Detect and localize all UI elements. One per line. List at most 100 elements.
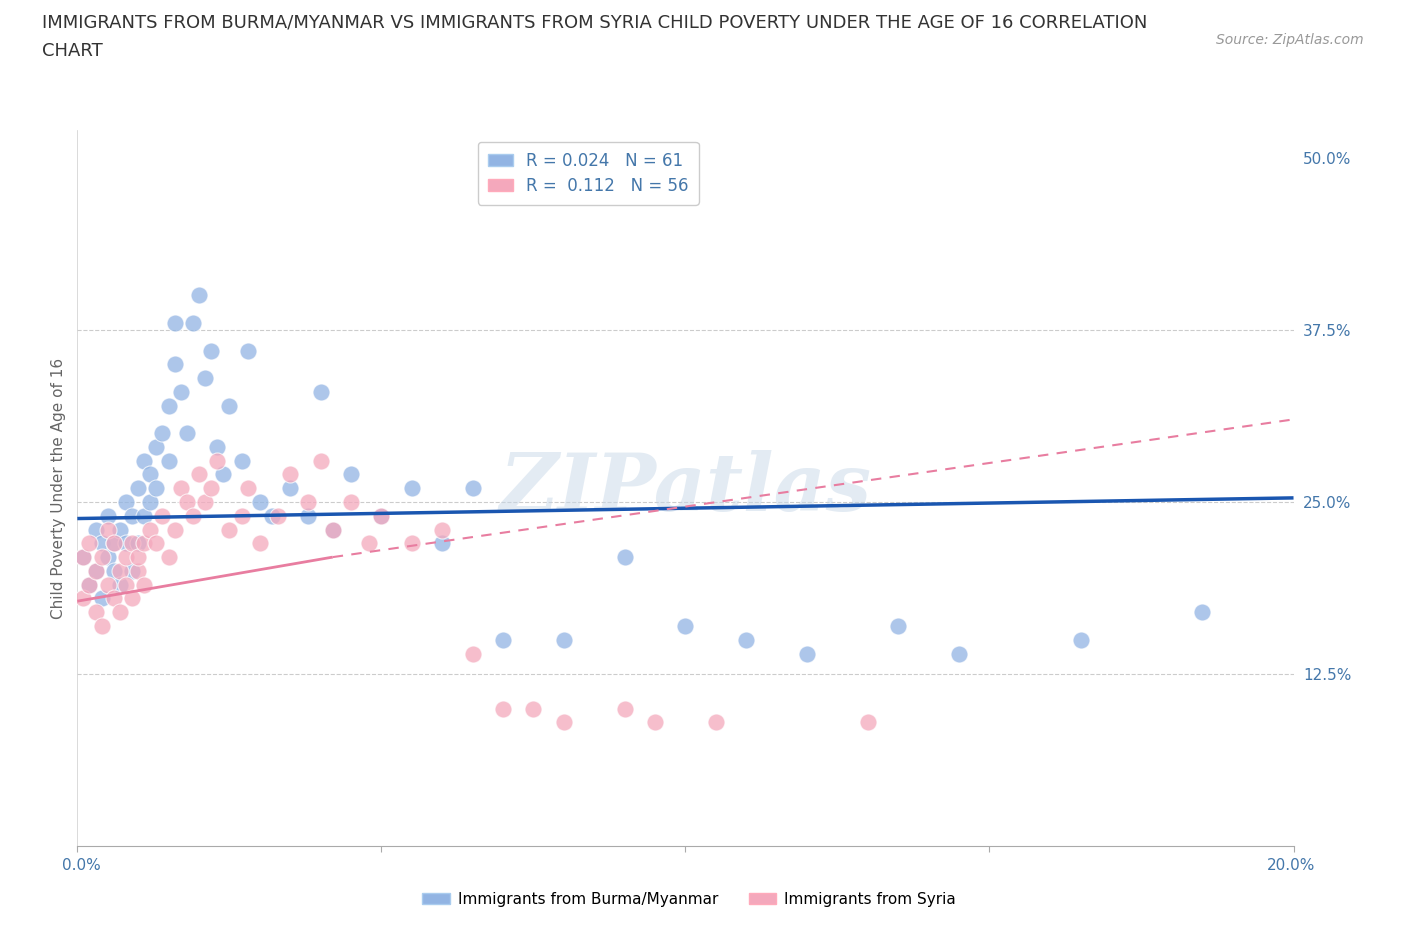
Point (163, 315, 186, 330)
Point (644, 715, 666, 730)
Point (127, 536, 149, 551)
Point (90, 591, 112, 605)
Point (108, 578, 131, 592)
Point (370, 509, 392, 524)
Point (84, 564, 107, 578)
Point (127, 550, 149, 565)
Point (152, 426, 174, 441)
Point (145, 481, 167, 496)
Point (613, 701, 636, 716)
Point (90, 536, 112, 551)
Point (401, 481, 423, 496)
Point (90, 550, 112, 565)
Point (249, 536, 271, 551)
Point (134, 578, 156, 592)
Point (97, 509, 120, 524)
Point (236, 481, 259, 496)
Point (194, 495, 217, 510)
Point (1070, 632, 1092, 647)
Point (322, 522, 344, 537)
Point (297, 495, 319, 510)
Point (236, 343, 259, 358)
Point (613, 550, 636, 565)
Point (856, 715, 879, 730)
Point (278, 481, 301, 496)
Point (212, 467, 235, 482)
Point (322, 522, 344, 537)
Point (492, 632, 515, 647)
Point (461, 481, 484, 496)
Point (121, 564, 143, 578)
Text: ZIPatlas: ZIPatlas (499, 449, 872, 527)
Point (134, 509, 156, 524)
Point (115, 578, 138, 592)
Point (157, 550, 180, 565)
Point (97, 578, 120, 592)
Point (157, 453, 180, 468)
Text: CHART: CHART (42, 42, 103, 60)
Point (115, 495, 138, 510)
Point (108, 604, 131, 619)
Point (205, 453, 228, 468)
Point (103, 564, 125, 578)
Point (103, 536, 125, 551)
Point (675, 618, 697, 633)
Point (218, 398, 240, 413)
Point (461, 646, 484, 661)
Point (72, 550, 94, 565)
Point (340, 467, 363, 482)
Point (115, 550, 138, 565)
Point (79, 536, 101, 551)
Text: Source: ZipAtlas.com: Source: ZipAtlas.com (1216, 33, 1364, 46)
Point (115, 536, 138, 551)
Point (297, 509, 319, 524)
Point (194, 371, 217, 386)
Point (309, 453, 332, 468)
Legend: Immigrants from Burma/Myanmar, Immigrants from Syria: Immigrants from Burma/Myanmar, Immigrant… (416, 886, 962, 913)
Point (432, 522, 454, 537)
Point (181, 509, 204, 524)
Point (121, 591, 143, 605)
Text: 20.0%: 20.0% (1267, 857, 1315, 872)
Point (79, 578, 101, 592)
Point (84, 564, 107, 578)
Point (492, 701, 515, 716)
Point (260, 509, 283, 524)
Point (84, 604, 107, 619)
Point (97, 550, 120, 565)
Point (145, 440, 167, 455)
Point (188, 288, 211, 303)
Point (72, 591, 94, 605)
Point (139, 467, 162, 482)
Point (948, 646, 970, 661)
Point (145, 536, 167, 551)
Point (1191, 604, 1213, 619)
Y-axis label: Child Poverty Under the Age of 16: Child Poverty Under the Age of 16 (51, 358, 66, 618)
Point (134, 453, 156, 468)
Point (157, 398, 180, 413)
Point (170, 481, 193, 496)
Point (340, 495, 363, 510)
Point (176, 495, 198, 510)
Point (108, 564, 131, 578)
Point (103, 591, 125, 605)
Legend: R = 0.024   N = 61, R =  0.112   N = 56: R = 0.024 N = 61, R = 0.112 N = 56 (478, 142, 699, 205)
Point (553, 715, 575, 730)
Point (205, 440, 228, 455)
Point (200, 343, 222, 358)
Point (553, 632, 575, 647)
Point (97, 522, 120, 537)
Point (231, 509, 253, 524)
Point (170, 384, 193, 399)
Point (796, 646, 818, 661)
Point (200, 481, 222, 496)
Point (231, 453, 253, 468)
Point (188, 467, 211, 482)
Point (72, 550, 94, 565)
Point (90, 618, 112, 633)
Point (103, 536, 125, 551)
Point (370, 509, 392, 524)
Point (121, 509, 143, 524)
Point (704, 715, 727, 730)
Point (735, 632, 758, 647)
